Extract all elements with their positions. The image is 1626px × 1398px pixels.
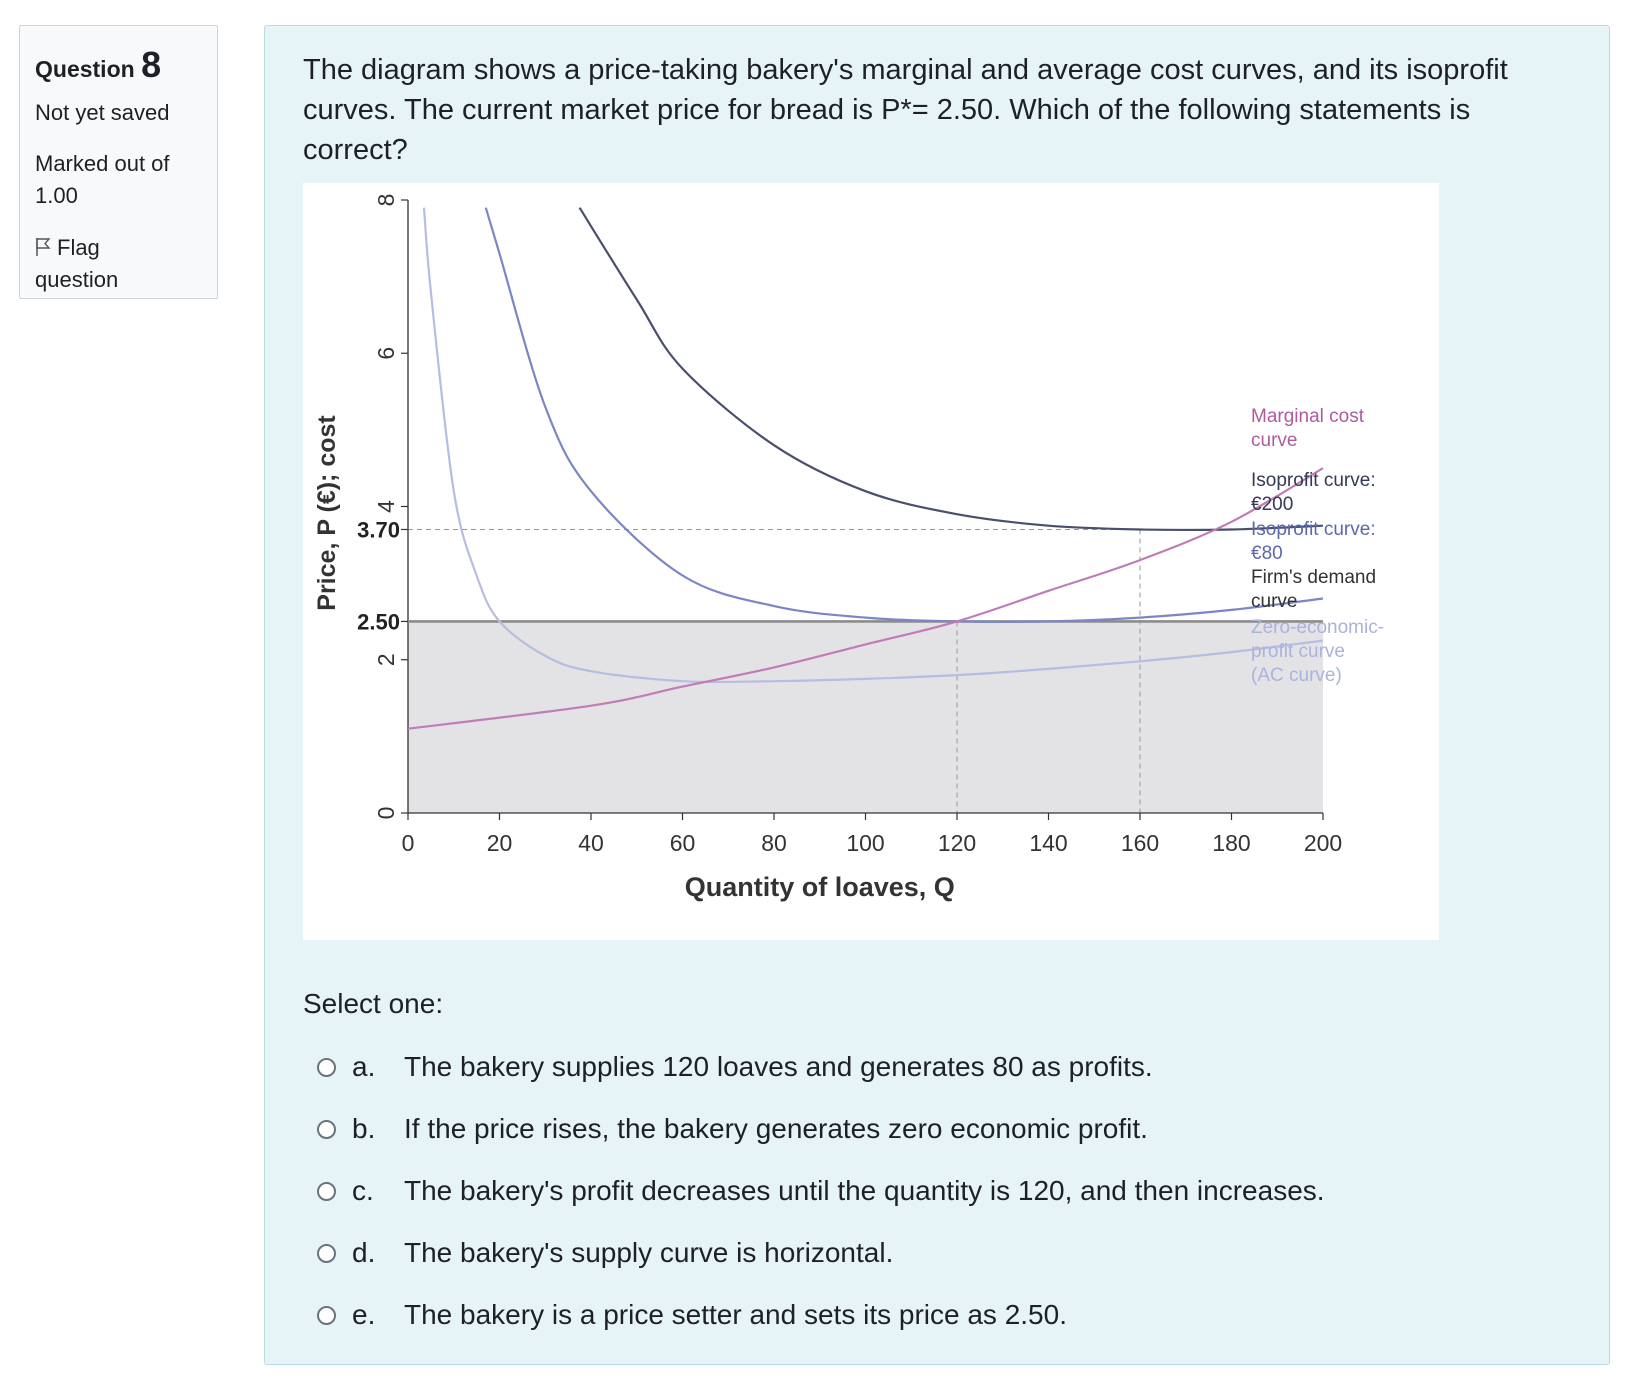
answer-option-e[interactable]: e. The bakery is a price setter and sets… [317, 1284, 1567, 1346]
flag-icon [36, 238, 51, 256]
flag-label-2: question [35, 267, 119, 292]
chart-svg: 0 20 40 60 80 100 120 140 160 180 200 0 2 2.50 3.70 4 6 8… [313, 194, 1384, 902]
x-tick-label: 40 [578, 830, 604, 856]
radio-d[interactable] [317, 1243, 336, 1263]
y-tick-label: 2.50 [357, 609, 400, 634]
x-tick-label: 180 [1212, 830, 1250, 856]
answer-text: The bakery supplies 120 loaves and gener… [404, 1051, 1153, 1082]
x-tick-label: 60 [670, 830, 696, 856]
x-tick-label: 200 [1304, 830, 1342, 856]
series-line-iso200 [578, 207, 1324, 532]
question-number-value: 8 [141, 44, 162, 85]
answer-text: The bakery's supply curve is horizontal. [404, 1237, 894, 1268]
radio-c[interactable] [317, 1181, 336, 1201]
legend-label-iso200: €200 [1251, 494, 1293, 515]
radio-a[interactable] [317, 1057, 336, 1077]
legend-label-demand: Firm's demand [1251, 567, 1376, 588]
series-line-iso80 [484, 207, 1324, 624]
answer-letter: e. [352, 1299, 376, 1330]
answer-option-d[interactable]: d. The bakery's supply curve is horizont… [317, 1222, 1567, 1284]
y-tick-label: 4 [373, 500, 399, 513]
y-axis-title: Price, P (€); cost [313, 415, 341, 611]
flag-label: Flag [57, 235, 100, 260]
x-tick-label: 80 [761, 830, 787, 856]
answer-text: The bakery is a price setter and sets it… [404, 1299, 1067, 1330]
answer-options: a. The bakery supplies 120 loaves and ge… [317, 1036, 1567, 1346]
radio-e[interactable] [317, 1305, 336, 1325]
save-state: Not yet saved [35, 100, 170, 125]
legend-label-iso80: Isoprofit curve: [1251, 519, 1376, 540]
legend-label-mc: curve [1251, 430, 1297, 451]
legend-label-demand: curve [1251, 591, 1297, 612]
answer-letter: b. [352, 1113, 376, 1144]
answer-text: The bakery's profit decreases until the … [404, 1175, 1325, 1206]
marked-out-of-label: Marked out of [35, 151, 170, 176]
legend-label-ac: profit curve [1251, 641, 1345, 662]
flag-question-link[interactable]: Flag question [35, 232, 202, 296]
revenue-shaded-region [408, 621, 1323, 813]
cost-curves-chart: 0 20 40 60 80 100 120 140 160 180 200 0 2 2.50 3.70 4 6 8… [303, 183, 1439, 940]
series-line-mc [407, 467, 1324, 730]
y-tick-label: 3.70 [357, 517, 400, 542]
answer-letter: a. [352, 1051, 376, 1082]
legend-label-ac: (AC curve) [1251, 665, 1342, 686]
x-tick-label: 120 [938, 830, 976, 856]
y-tick-label: 8 [373, 194, 399, 207]
legend-label-iso80: €80 [1251, 543, 1283, 564]
x-axis-title: Quantity of loaves, Q [685, 872, 955, 902]
x-tick-label: 140 [1029, 830, 1067, 856]
marked-out-of-value: 1.00 [35, 183, 78, 208]
answer-option-c[interactable]: c. The bakery's profit decreases until t… [317, 1160, 1567, 1222]
question-label: Question [35, 56, 135, 82]
answer-letter: c. [352, 1175, 374, 1206]
y-tick-label: 2 [373, 653, 399, 666]
marked-out-of: Marked out of 1.00 [35, 148, 202, 212]
x-tick-label: 100 [846, 830, 884, 856]
legend-label-iso200: Isoprofit curve: [1251, 470, 1376, 491]
legend-label-ac: Zero-economic- [1251, 617, 1384, 638]
x-tick-label: 20 [487, 830, 513, 856]
radio-b[interactable] [317, 1119, 336, 1139]
answer-option-a[interactable]: a. The bakery supplies 120 loaves and ge… [317, 1036, 1567, 1098]
select-one-prompt: Select one: [303, 988, 444, 1019]
answer-letter: d. [352, 1237, 376, 1268]
x-tick-label: 160 [1121, 830, 1159, 856]
answer-text: If the price rises, the bakery generates… [404, 1113, 1148, 1144]
y-tick-label: 6 [373, 347, 399, 360]
x-tick-label: 0 [402, 830, 415, 856]
question-text: The diagram shows a price-taking bakery'… [303, 54, 1508, 166]
y-tick-label: 0 [373, 807, 399, 820]
question-content: The diagram shows a price-taking bakery'… [264, 25, 1610, 1365]
answer-option-b[interactable]: b. If the price rises, the bakery genera… [317, 1098, 1567, 1160]
series-line-ac [422, 207, 1324, 684]
question-info-panel: Question 8 Not yet saved Marked out of 1… [19, 25, 218, 299]
question-number: Question 8 [35, 44, 202, 86]
legend-label-mc: Marginal cost [1251, 406, 1365, 427]
